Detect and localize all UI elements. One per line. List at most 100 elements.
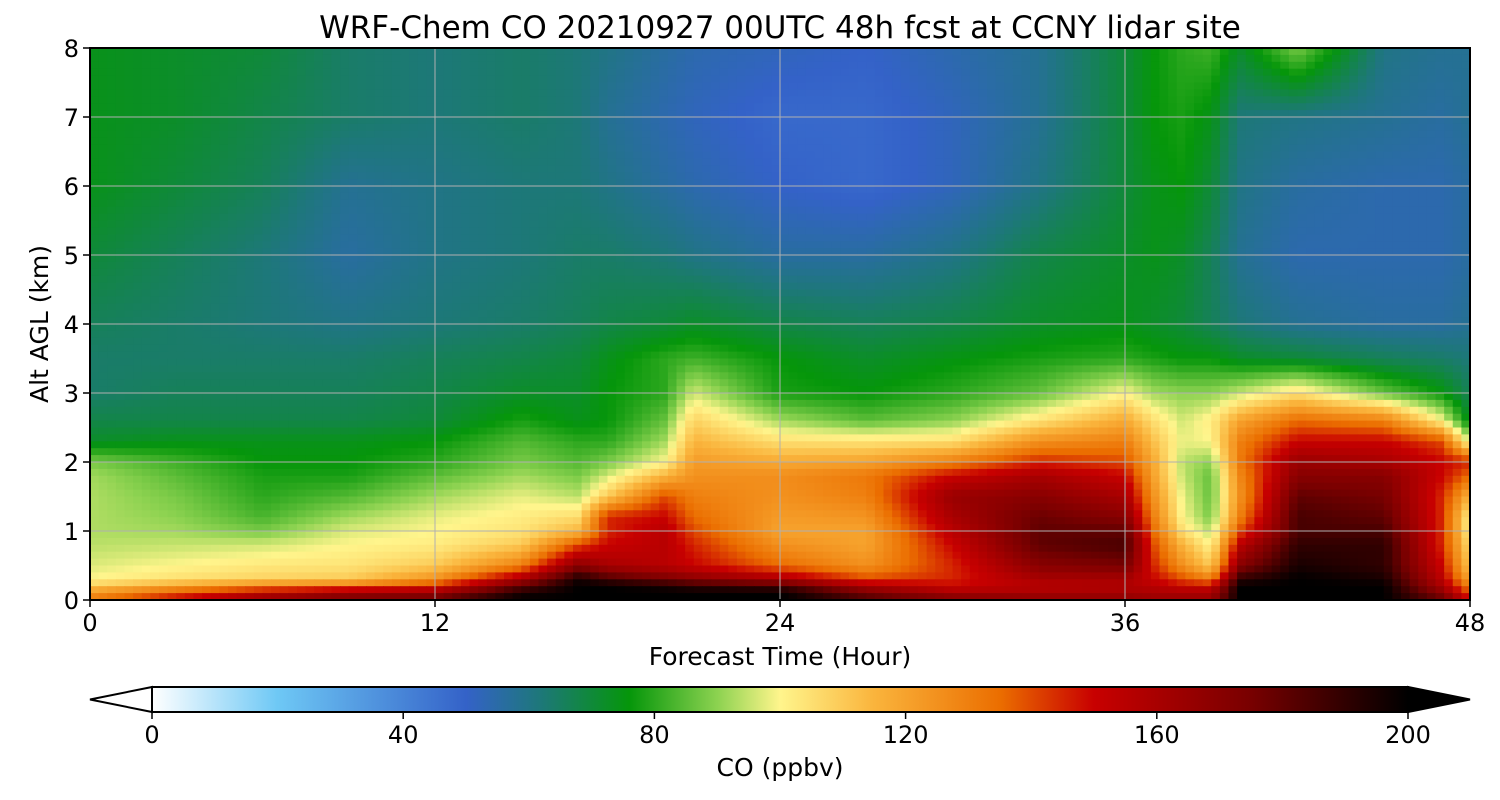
- heatmap-cell: [228, 255, 238, 263]
- heatmap-cell: [1392, 75, 1402, 84]
- heatmap-cell: [1392, 89, 1402, 97]
- heatmap-cell: [1030, 192, 1040, 201]
- heatmap-cell: [702, 130, 712, 139]
- heatmap-cell: [1107, 117, 1117, 125]
- heatmap-cell: [788, 144, 798, 153]
- heatmap-cell: [374, 241, 384, 249]
- heatmap-cell: [1418, 206, 1428, 215]
- heatmap-cell: [547, 144, 557, 153]
- heatmap-cell: [1116, 192, 1126, 201]
- heatmap-cell: [969, 227, 979, 235]
- heatmap-cell: [1383, 54, 1393, 63]
- heatmap-cell: [262, 151, 272, 159]
- heatmap-cell: [495, 130, 505, 139]
- heatmap-cell: [754, 199, 764, 208]
- heatmap-cell: [1444, 234, 1454, 242]
- heatmap-cell: [840, 82, 850, 90]
- heatmap-cell: [1228, 220, 1238, 228]
- heatmap-cell: [1237, 54, 1247, 63]
- heatmap-cell: [831, 199, 841, 208]
- heatmap-cell: [1392, 130, 1402, 139]
- heatmap-cell: [340, 117, 350, 125]
- heatmap-cell: [866, 75, 876, 84]
- heatmap-cell: [504, 192, 514, 201]
- heatmap-cell: [409, 199, 419, 208]
- heatmap-cell: [443, 220, 453, 228]
- heatmap-cell: [659, 158, 669, 166]
- heatmap-cell: [374, 96, 384, 104]
- heatmap-cell: [642, 255, 652, 263]
- heatmap-cell: [1004, 213, 1014, 222]
- heatmap-cell: [1349, 206, 1359, 215]
- heatmap-cell: [486, 82, 496, 90]
- heatmap-cell: [193, 165, 203, 173]
- heatmap-cell: [1150, 117, 1161, 125]
- heatmap-cell: [573, 130, 583, 139]
- heatmap-cell: [469, 82, 479, 90]
- heatmap-cell: [331, 123, 341, 132]
- heatmap-cell: [1038, 206, 1048, 215]
- heatmap-cell: [1366, 255, 1376, 263]
- heatmap-cell: [366, 117, 376, 125]
- heatmap-cell: [814, 172, 824, 180]
- heatmap-cell: [978, 248, 988, 256]
- heatmap-cell: [262, 186, 272, 194]
- heatmap-cell: [926, 75, 936, 84]
- heatmap-cell: [538, 96, 548, 104]
- heatmap-cell: [460, 123, 471, 132]
- heatmap-cell: [504, 75, 514, 84]
- heatmap-cell: [1306, 227, 1316, 235]
- heatmap-cell: [685, 220, 695, 228]
- heatmap-cell: [1237, 48, 1247, 56]
- heatmap-cell: [598, 110, 609, 118]
- heatmap-cell: [400, 144, 410, 153]
- heatmap-cell: [1047, 172, 1057, 180]
- heatmap-cell: [702, 206, 712, 215]
- heatmap-cell: [115, 96, 126, 104]
- heatmap-cell: [504, 110, 514, 118]
- heatmap-cell: [1056, 117, 1066, 125]
- heatmap-cell: [271, 61, 281, 70]
- heatmap-cell: [849, 158, 859, 166]
- heatmap-cell: [426, 123, 436, 132]
- heatmap-cell: [555, 110, 565, 118]
- heatmap-cell: [1116, 199, 1126, 208]
- heatmap-cell: [193, 61, 203, 70]
- heatmap-cell: [1392, 54, 1402, 63]
- heatmap-cell: [849, 220, 859, 228]
- heatmap-cell: [831, 158, 841, 166]
- heatmap-cell: [969, 54, 979, 63]
- heatmap-cell: [1211, 220, 1221, 228]
- heatmap-cell: [1314, 186, 1324, 194]
- heatmap-cell: [133, 241, 143, 249]
- heatmap-cell: [331, 96, 341, 104]
- heatmap-cell: [357, 96, 367, 104]
- heatmap-cell: [469, 186, 479, 194]
- heatmap-cell: [564, 117, 574, 125]
- heatmap-cell: [219, 123, 229, 132]
- heatmap-cell: [607, 199, 617, 208]
- heatmap-cell: [840, 227, 850, 235]
- heatmap-cell: [469, 96, 479, 104]
- heatmap-cell: [823, 68, 833, 77]
- heatmap-cell: [1107, 103, 1117, 111]
- heatmap-cell: [1426, 110, 1437, 118]
- heatmap-cell: [831, 96, 841, 104]
- heatmap-cell: [1168, 75, 1178, 84]
- heatmap-cell: [1004, 227, 1014, 235]
- heatmap-cell: [193, 199, 203, 208]
- heatmap-cell: [797, 241, 807, 249]
- heatmap-cell: [573, 82, 583, 90]
- heatmap-cell: [1116, 48, 1126, 56]
- heatmap-cell: [322, 199, 333, 208]
- heatmap-cell: [1185, 227, 1195, 235]
- heatmap-cell: [107, 220, 117, 228]
- heatmap-cell: [1150, 213, 1161, 222]
- heatmap-cell: [1159, 172, 1169, 180]
- heatmap-cell: [849, 54, 859, 63]
- heatmap-cell: [633, 144, 643, 153]
- heatmap-cell: [1357, 61, 1368, 70]
- heatmap-cell: [1038, 89, 1048, 97]
- heatmap-cell: [1306, 89, 1316, 97]
- heatmap-cell: [1280, 151, 1290, 159]
